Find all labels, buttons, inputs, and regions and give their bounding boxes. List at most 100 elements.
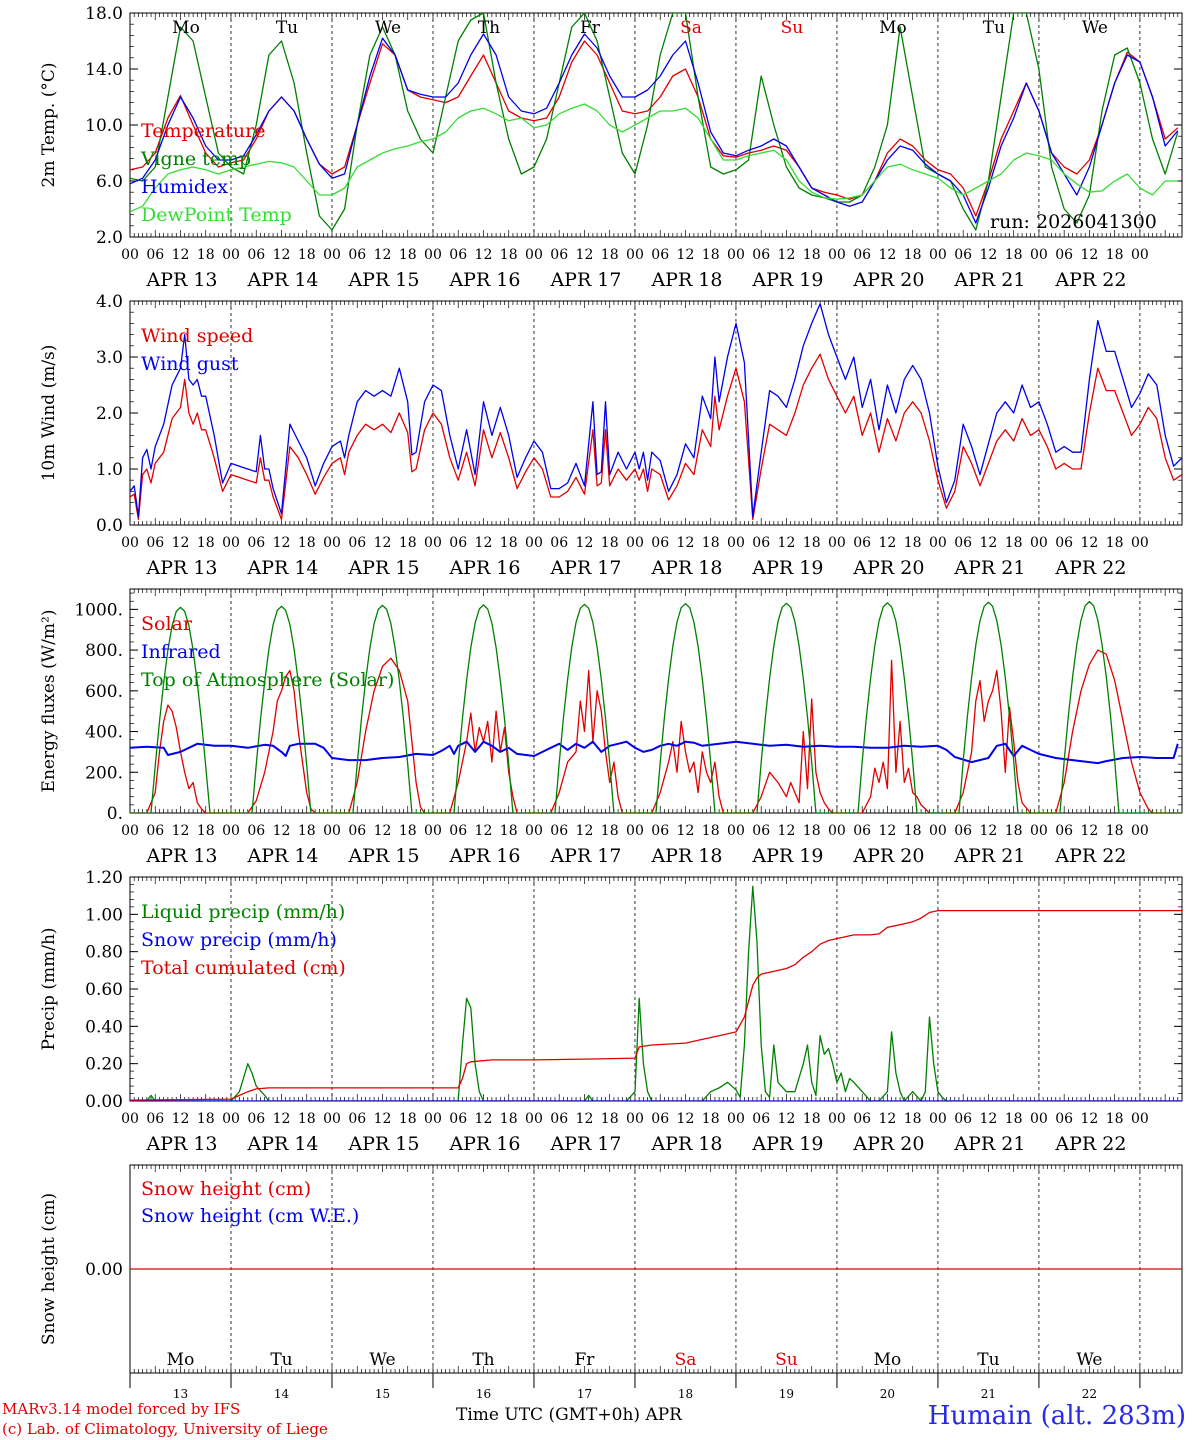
hour-tick-label: 00 bbox=[828, 535, 846, 551]
hour-tick-label: 06 bbox=[348, 823, 366, 839]
hour-tick-label: 18 bbox=[197, 247, 215, 263]
series-line-vigne-temp bbox=[130, 13, 1179, 231]
hour-tick-label: 12 bbox=[677, 823, 695, 839]
date-label: APR 13 bbox=[145, 557, 217, 579]
hour-tick-label: 18 bbox=[298, 535, 316, 551]
hour-tick-label: 00 bbox=[525, 823, 543, 839]
y-axis-label: 10m Wind (m/s) bbox=[39, 345, 59, 482]
hour-tick-label: 18 bbox=[702, 1111, 720, 1127]
y-tick-label: 0. bbox=[107, 804, 123, 824]
hour-tick-label: 12 bbox=[778, 535, 796, 551]
hour-tick-label: 00 bbox=[929, 247, 947, 263]
day-number-label: 21 bbox=[981, 1387, 996, 1401]
weekday-label-top: Su bbox=[781, 18, 804, 38]
hour-tick-label: 18 bbox=[298, 823, 316, 839]
series-line-temperature bbox=[130, 40, 1179, 217]
hour-tick-label: 18 bbox=[1005, 823, 1023, 839]
hour-tick-label: 12 bbox=[980, 535, 998, 551]
hour-tick-label: 18 bbox=[1106, 823, 1124, 839]
date-label: APR 22 bbox=[1054, 1133, 1126, 1155]
hour-tick-label: 00 bbox=[1030, 247, 1048, 263]
legend-entry: Wind speed bbox=[141, 325, 253, 347]
hour-tick-label: 18 bbox=[500, 1111, 518, 1127]
hour-tick-label: 00 bbox=[222, 823, 240, 839]
hour-tick-label: 12 bbox=[273, 1111, 291, 1127]
date-label: APR 21 bbox=[953, 269, 1025, 291]
hour-tick-label: 18 bbox=[298, 247, 316, 263]
weekday-label-top: Tu bbox=[276, 18, 298, 38]
date-label: APR 17 bbox=[549, 269, 621, 291]
y-axis-label: Precip (mm/h) bbox=[39, 927, 59, 1050]
hour-tick-label: 18 bbox=[601, 535, 619, 551]
weekday-label-bottom: We bbox=[369, 1350, 395, 1370]
hour-tick-label: 18 bbox=[1005, 247, 1023, 263]
hour-tick-label: 12 bbox=[778, 247, 796, 263]
hour-tick-label: 00 bbox=[727, 247, 745, 263]
weekday-label-top: Mo bbox=[172, 18, 200, 38]
legend-entry: Top of Atmosphere (Solar) bbox=[141, 669, 394, 691]
date-label: APR 13 bbox=[145, 1133, 217, 1155]
hour-tick-label: 18 bbox=[803, 823, 821, 839]
hour-tick-label: 18 bbox=[904, 1111, 922, 1127]
y-axis-label: Snow height (cm) bbox=[39, 1193, 59, 1345]
y-tick-label: 0.00 bbox=[85, 1092, 123, 1112]
day-number-label: 20 bbox=[880, 1387, 895, 1401]
hour-tick-label: 00 bbox=[424, 1111, 442, 1127]
hour-tick-label: 18 bbox=[500, 535, 518, 551]
weekday-label-top: We bbox=[1082, 18, 1108, 38]
panel-snow: 0.00 Snow height (cm) Snow height (cm) Snow… bbox=[39, 1164, 1183, 1374]
hour-tick-label: 06 bbox=[146, 535, 164, 551]
hour-tick-label: 00 bbox=[929, 535, 947, 551]
hour-tick-label: 12 bbox=[172, 823, 190, 839]
hour-tick-label: 06 bbox=[348, 535, 366, 551]
hour-tick-label: 12 bbox=[778, 823, 796, 839]
hour-tick-label: 00 bbox=[323, 1111, 341, 1127]
hour-tick-label: 18 bbox=[904, 535, 922, 551]
y-tick-label: 18.0 bbox=[85, 4, 123, 24]
legend-entry: Infrared bbox=[141, 641, 221, 663]
y-tick-label: 10.0 bbox=[85, 116, 123, 136]
y-tick-label: 0.20 bbox=[85, 1055, 123, 1075]
date-label: APR 14 bbox=[246, 1133, 318, 1155]
weekday-label-bottom: We bbox=[1076, 1350, 1102, 1370]
y-tick-label: 200. bbox=[85, 763, 123, 783]
y-tick-label: 1.00 bbox=[85, 905, 123, 925]
day-number-label: 19 bbox=[779, 1387, 794, 1401]
date-label: APR 17 bbox=[549, 557, 621, 579]
date-label: APR 20 bbox=[852, 557, 924, 579]
date-label: APR 14 bbox=[246, 845, 318, 867]
hour-tick-label: 12 bbox=[879, 1111, 897, 1127]
hour-tick-label: 12 bbox=[576, 823, 594, 839]
hour-tick-label: 00 bbox=[727, 823, 745, 839]
hour-tick-label: 06 bbox=[651, 1111, 669, 1127]
hour-tick-label: 12 bbox=[778, 1111, 796, 1127]
date-label: APR 15 bbox=[347, 269, 419, 291]
hour-tick-label: 12 bbox=[172, 535, 190, 551]
y-tick-label: 0.60 bbox=[85, 980, 123, 1000]
hour-tick-label: 18 bbox=[702, 535, 720, 551]
hour-tick-label: 12 bbox=[1081, 1111, 1099, 1127]
hour-tick-label: 00 bbox=[626, 1111, 644, 1127]
hour-tick-label: 00 bbox=[323, 247, 341, 263]
date-label: APR 13 bbox=[145, 269, 217, 291]
hour-tick-label: 12 bbox=[475, 823, 493, 839]
hour-tick-label: 12 bbox=[273, 535, 291, 551]
date-label: APR 22 bbox=[1054, 845, 1126, 867]
legend-entry: Liquid precip (mm/h) bbox=[141, 901, 345, 923]
hour-tick-label: 18 bbox=[197, 535, 215, 551]
date-label: APR 20 bbox=[852, 269, 924, 291]
date-label: APR 17 bbox=[549, 1133, 621, 1155]
series-line-wind-speed bbox=[130, 353, 1182, 521]
hour-tick-label: 00 bbox=[121, 823, 139, 839]
hour-tick-label: 18 bbox=[803, 1111, 821, 1127]
weekday-label-bottom: Mo bbox=[167, 1350, 195, 1370]
hour-tick-label: 06 bbox=[954, 1111, 972, 1127]
hour-tick-label: 00 bbox=[525, 1111, 543, 1127]
y-axis-label: Energy fluxes (W/m²) bbox=[39, 610, 59, 793]
y-tick-label: 14.0 bbox=[85, 60, 123, 80]
date-label: APR 16 bbox=[448, 845, 520, 867]
day-number-label: 17 bbox=[577, 1387, 592, 1401]
date-label: APR 16 bbox=[448, 1133, 520, 1155]
hour-tick-label: 06 bbox=[449, 1111, 467, 1127]
date-label: APR 16 bbox=[448, 557, 520, 579]
